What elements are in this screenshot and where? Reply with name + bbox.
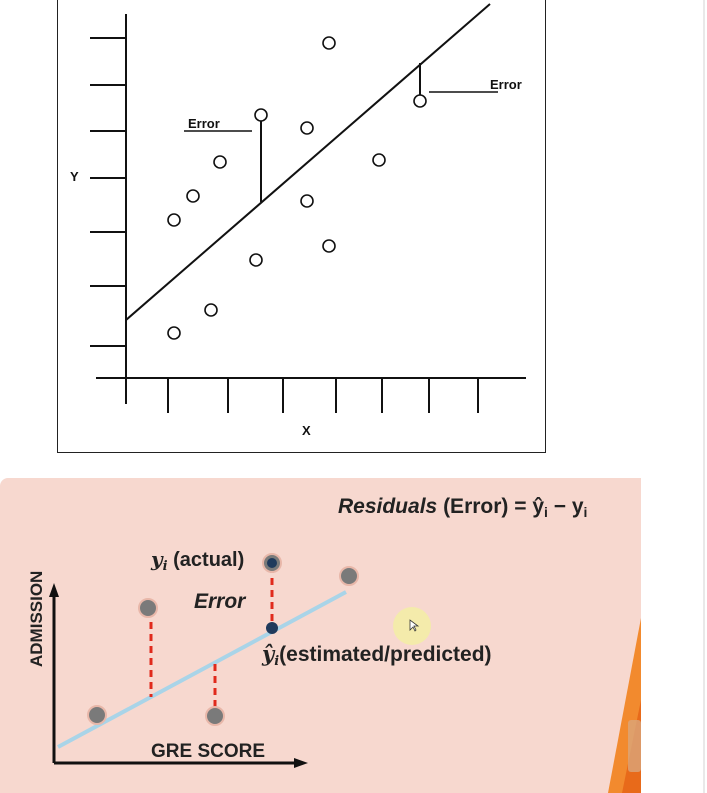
data-point xyxy=(300,121,314,135)
formula-sub: i xyxy=(584,504,588,520)
data-point xyxy=(213,155,227,169)
x-axis-label: GRE SCORE xyxy=(151,741,265,762)
data-point xyxy=(300,194,314,208)
formula-rhs: = ŷ xyxy=(514,495,544,518)
predicted-label-sub: i xyxy=(274,654,279,669)
actual-label-sub: i xyxy=(163,559,168,574)
error-label: Error xyxy=(194,590,247,613)
actual-label-y: y xyxy=(150,547,164,571)
data-point xyxy=(167,213,181,227)
data-point xyxy=(87,705,107,725)
predicted-label: ŷi(estimated/predicted) xyxy=(261,641,492,669)
top-regression-diagram: Y X Error Error xyxy=(57,0,546,453)
predicted-label-y: ŷ xyxy=(261,641,276,666)
data-point xyxy=(322,36,336,50)
bottom-diagram-svg: Residuals (Error) = ŷi − yi yi xyxy=(27,495,641,793)
regression-line xyxy=(57,590,347,749)
regression-line xyxy=(125,3,491,321)
y-axis-label: Y xyxy=(70,169,79,184)
predicted-point xyxy=(266,622,278,634)
cursor-arrow-icon xyxy=(409,619,420,632)
formula-paren: (Error) xyxy=(443,495,508,518)
top-diagram-svg: Y X Error Error xyxy=(70,3,526,438)
error-label-right: Error xyxy=(490,77,522,92)
data-point xyxy=(372,153,386,167)
data-point xyxy=(167,326,181,340)
formula-minus: − y xyxy=(548,495,584,518)
data-point xyxy=(204,303,218,317)
data-point xyxy=(322,239,336,253)
data-point xyxy=(339,566,359,586)
formula-prefix: Residuals xyxy=(338,495,437,518)
data-point xyxy=(205,706,225,726)
error-label-left: Error xyxy=(188,116,220,131)
data-point xyxy=(186,189,200,203)
formula-sub: i xyxy=(544,504,548,520)
data-points xyxy=(167,36,427,340)
actual-label: yi (actual) xyxy=(150,547,244,574)
bottom-data-points xyxy=(87,553,359,726)
actual-point-core xyxy=(267,558,277,568)
predicted-label-text: (estimated/predicted) xyxy=(279,643,491,666)
page-right-border xyxy=(703,0,705,793)
data-point xyxy=(413,94,427,108)
residuals-formula: Residuals (Error) = ŷi − yi xyxy=(338,495,587,520)
y-axis-label: ADMISSION xyxy=(27,571,46,667)
data-point xyxy=(249,253,263,267)
data-point xyxy=(254,108,268,122)
y-axis-arrow xyxy=(49,583,59,597)
x-axis-label: X xyxy=(302,423,311,438)
bottom-residuals-diagram: Residuals (Error) = ŷi − yi yi xyxy=(0,478,641,793)
data-point xyxy=(138,598,158,618)
actual-label-text: (actual) xyxy=(168,549,245,571)
decorative-figure xyxy=(628,720,641,772)
x-axis-arrow xyxy=(294,758,308,768)
